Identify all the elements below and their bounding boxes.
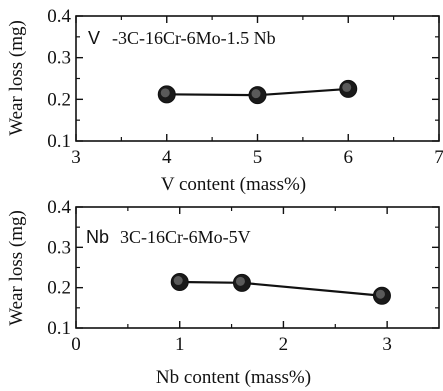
y-tick-label: 0.4 [47,197,71,218]
x-tick-label: 3 [71,147,81,168]
alloy-composition-label: 3C-16Cr-6Mo-5V [120,227,251,247]
x-tick-label: 0 [71,334,81,355]
y-axis-title: Wear loss (mg) [6,20,27,136]
plot-frame [75,206,440,329]
data-point-highlight [342,82,352,92]
x-tick-label: 2 [279,334,289,355]
chart-panel-2: 0 1 2 3 0.1 0.2 0.3 0.4 Nb content (mass%) Wear l… [6,197,440,388]
chart-panel-1: 3 4 5 6 7 0.1 0.2 0.3 0.4 V content (mass%) Wear l… [6,6,443,195]
y-tick-label: 0.2 [47,278,71,299]
series-line [179,280,383,297]
data-point-highlight [160,88,170,98]
alloy-symbol-label: V [88,28,100,48]
x-tick-label: 5 [253,147,263,168]
alloy-symbol-label: Nb [86,227,109,247]
y-tick-label: 0.2 [47,89,71,110]
data-point-highlight [235,276,245,286]
x-axis-title: V content (mass%) [161,174,306,195]
y-tick-label: 0.3 [47,237,71,258]
data-point-highlight [173,276,183,286]
x-axis-title: Nb content (mass%) [156,367,311,388]
y-tick-label: 0.1 [47,131,71,152]
y-tick-label: 0.1 [47,318,71,339]
x-tick-label: 7 [434,147,443,168]
alloy-composition-label: -3C-16Cr-6Mo-1.5 Nb [112,28,276,48]
x-tick-label: 6 [344,147,354,168]
y-tick-label: 0.4 [47,6,71,27]
x-tick-label: 1 [175,334,185,355]
x-tick-label: 3 [382,334,392,355]
data-point-highlight [375,289,385,299]
data-point-highlight [251,89,261,99]
y-axis-title: Wear loss (mg) [6,210,27,326]
y-tick-label: 0.3 [47,48,71,69]
x-tick-label: 4 [162,147,172,168]
